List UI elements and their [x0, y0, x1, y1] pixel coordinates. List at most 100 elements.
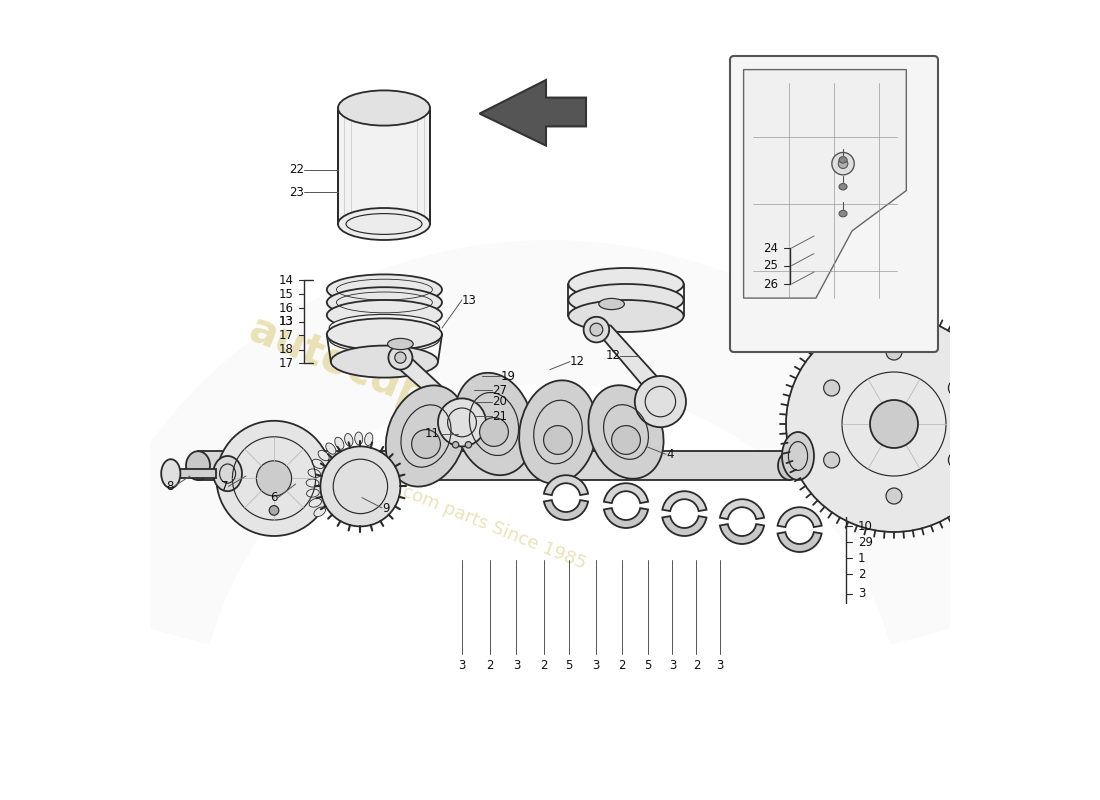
Wedge shape: [543, 475, 588, 495]
Text: 4: 4: [666, 448, 673, 461]
Circle shape: [438, 398, 486, 446]
Polygon shape: [744, 70, 906, 298]
Ellipse shape: [454, 373, 534, 475]
Text: 3: 3: [459, 659, 465, 672]
Ellipse shape: [329, 326, 440, 353]
Text: 13: 13: [462, 294, 477, 306]
Wedge shape: [662, 516, 706, 536]
Ellipse shape: [839, 210, 847, 217]
Polygon shape: [588, 322, 672, 394]
Circle shape: [465, 442, 472, 448]
Ellipse shape: [308, 469, 320, 478]
Circle shape: [584, 317, 609, 342]
Text: 5: 5: [644, 659, 651, 672]
Text: 14: 14: [279, 274, 294, 286]
Ellipse shape: [588, 386, 663, 478]
Ellipse shape: [314, 507, 326, 517]
Text: 19: 19: [500, 370, 516, 382]
Circle shape: [217, 421, 331, 536]
Text: 25: 25: [763, 259, 778, 272]
Text: 2: 2: [693, 659, 701, 672]
Text: 22: 22: [289, 163, 305, 176]
Ellipse shape: [334, 438, 344, 450]
Text: 23: 23: [289, 186, 305, 198]
Ellipse shape: [162, 459, 180, 488]
Wedge shape: [662, 491, 706, 511]
Text: autocdp.com: autocdp.com: [242, 308, 538, 460]
Wedge shape: [604, 508, 648, 528]
Text: 24: 24: [763, 242, 778, 254]
FancyBboxPatch shape: [730, 56, 938, 352]
Ellipse shape: [839, 157, 847, 163]
Ellipse shape: [318, 450, 329, 461]
Ellipse shape: [306, 479, 319, 487]
Ellipse shape: [569, 268, 683, 300]
Circle shape: [824, 452, 839, 468]
Polygon shape: [70, 240, 1030, 645]
Ellipse shape: [327, 300, 442, 330]
Text: 3: 3: [716, 659, 724, 672]
Ellipse shape: [327, 274, 442, 305]
Text: 3: 3: [592, 659, 600, 672]
Circle shape: [838, 159, 848, 169]
Circle shape: [480, 418, 508, 446]
Text: 3: 3: [858, 587, 866, 600]
Circle shape: [256, 461, 292, 496]
Ellipse shape: [519, 380, 597, 484]
Ellipse shape: [387, 338, 414, 350]
Text: 12: 12: [605, 350, 620, 362]
Ellipse shape: [364, 433, 373, 446]
Ellipse shape: [186, 451, 210, 480]
Text: 7: 7: [221, 480, 229, 493]
Circle shape: [388, 346, 412, 370]
Wedge shape: [604, 483, 648, 503]
Circle shape: [824, 380, 839, 396]
Text: 5: 5: [565, 659, 573, 672]
Circle shape: [948, 380, 965, 396]
Text: 11: 11: [425, 427, 440, 440]
Wedge shape: [719, 524, 764, 544]
Text: 20: 20: [493, 395, 507, 408]
Ellipse shape: [307, 489, 319, 497]
Text: 2: 2: [540, 659, 548, 672]
Circle shape: [635, 376, 686, 427]
Ellipse shape: [327, 318, 442, 350]
Text: 12: 12: [570, 355, 585, 368]
Wedge shape: [778, 507, 822, 527]
Bar: [168, 469, 216, 478]
Ellipse shape: [782, 432, 814, 480]
Ellipse shape: [329, 314, 440, 342]
Ellipse shape: [312, 459, 324, 469]
Text: 10: 10: [858, 520, 873, 533]
Text: auto-cdp.com parts Since 1985: auto-cdp.com parts Since 1985: [320, 450, 588, 574]
Ellipse shape: [569, 284, 683, 316]
Wedge shape: [778, 532, 822, 552]
Circle shape: [543, 426, 572, 454]
Circle shape: [411, 430, 440, 458]
Circle shape: [320, 446, 400, 526]
Text: 6: 6: [271, 491, 278, 504]
Ellipse shape: [338, 90, 430, 126]
Bar: [338, 108, 430, 224]
Ellipse shape: [338, 208, 430, 240]
Ellipse shape: [331, 346, 438, 378]
Ellipse shape: [327, 287, 442, 318]
Circle shape: [948, 452, 965, 468]
Text: 13: 13: [279, 315, 294, 328]
Bar: [198, 451, 790, 480]
Text: 17: 17: [279, 357, 294, 370]
Circle shape: [590, 323, 603, 336]
Circle shape: [886, 488, 902, 504]
Polygon shape: [480, 80, 586, 146]
Text: 17: 17: [279, 329, 294, 342]
Text: 8: 8: [166, 480, 174, 493]
Ellipse shape: [386, 386, 466, 486]
Circle shape: [870, 400, 918, 448]
Circle shape: [832, 153, 855, 175]
Ellipse shape: [344, 434, 353, 446]
Ellipse shape: [569, 300, 683, 332]
Ellipse shape: [309, 498, 321, 507]
Text: 9: 9: [382, 502, 389, 514]
Ellipse shape: [213, 456, 242, 491]
Text: 15: 15: [279, 288, 294, 301]
